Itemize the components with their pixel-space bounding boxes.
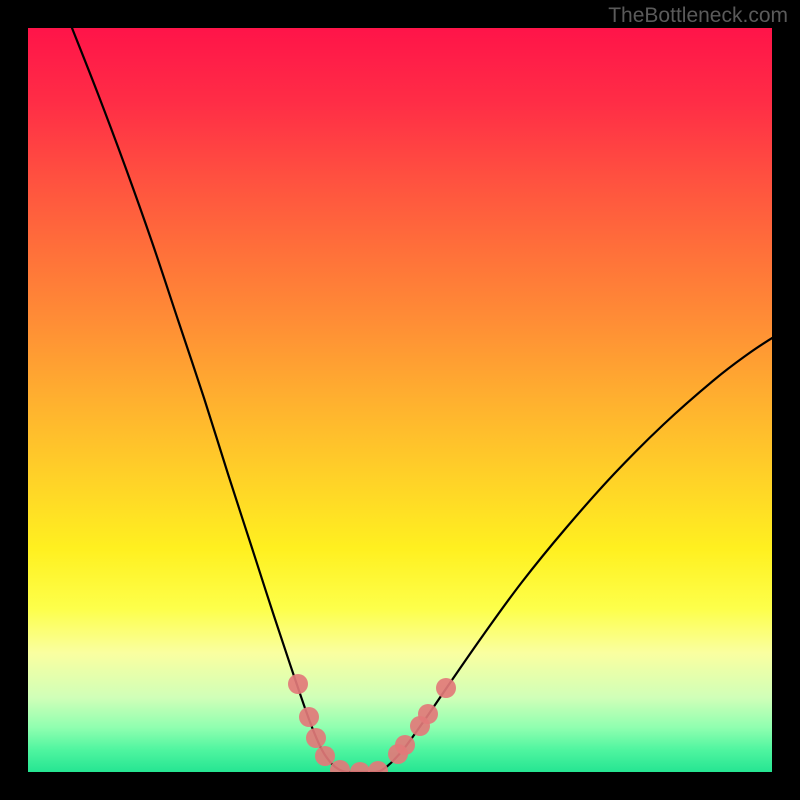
- marker-point: [315, 746, 335, 766]
- watermark-text: TheBottleneck.com: [608, 4, 788, 28]
- gradient-background: [28, 28, 772, 772]
- chart-container: TheBottleneck.com: [0, 0, 800, 800]
- marker-point: [299, 707, 319, 727]
- marker-point: [306, 728, 326, 748]
- marker-point: [436, 678, 456, 698]
- marker-point: [418, 704, 438, 724]
- marker-point: [395, 735, 415, 755]
- marker-point: [288, 674, 308, 694]
- bottleneck-chart: [28, 28, 772, 772]
- plot-area: [28, 28, 772, 772]
